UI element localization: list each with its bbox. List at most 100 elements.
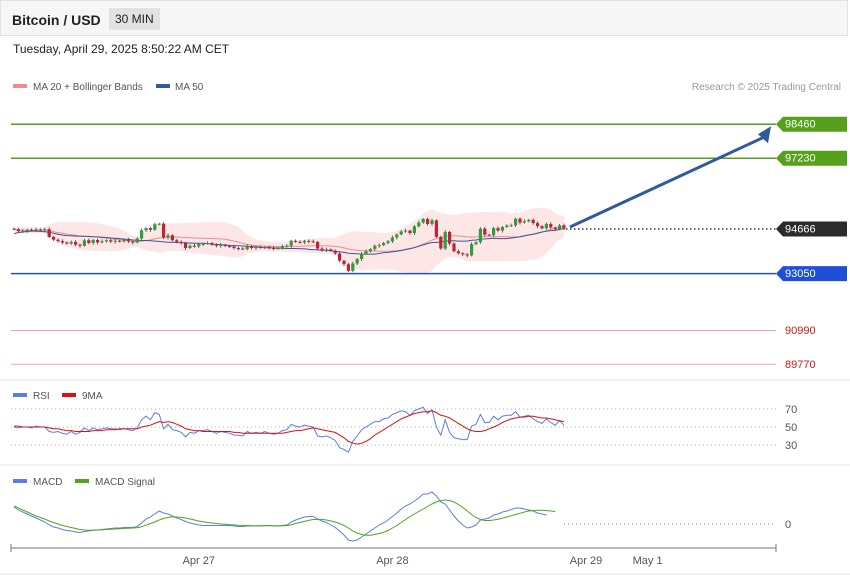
candle-down — [223, 244, 227, 247]
level-lines: 98460 97230 94666 93050 90990 89770 — [11, 116, 847, 371]
candle-up — [417, 222, 421, 227]
candle-down — [109, 240, 113, 242]
macd-panel: 0 — [13, 491, 791, 542]
candle-up — [373, 245, 377, 250]
rsi-ma-legend-swatch — [62, 393, 76, 397]
candle-down — [228, 246, 232, 248]
level-label: 94666 — [785, 224, 816, 236]
candle-down — [258, 247, 262, 249]
candle-up — [509, 225, 513, 227]
candle-down — [338, 253, 342, 261]
candle-down — [465, 254, 469, 256]
candle-down — [74, 241, 78, 245]
candle-up — [443, 231, 447, 249]
rsi-line — [13, 406, 565, 453]
macd-signal-legend-swatch — [75, 479, 89, 483]
candle-down — [184, 243, 188, 248]
candle-down — [553, 227, 557, 230]
candle-down — [175, 240, 179, 242]
candle-up — [527, 219, 531, 222]
candle-up — [474, 242, 478, 245]
level-label: 90990 — [785, 325, 816, 337]
candle-down — [131, 241, 135, 243]
level-label-box — [776, 266, 847, 282]
rsi-ma-legend-label: 9MA — [82, 391, 103, 402]
candle-down — [426, 218, 430, 224]
candle-up — [104, 240, 108, 242]
chart-datetime: Tuesday, April 29, 2025 8:50:22 AM CET — [13, 42, 230, 56]
candle-down — [549, 223, 553, 228]
candle-down — [448, 231, 452, 244]
candle-up — [144, 228, 148, 231]
candle-up — [430, 220, 434, 224]
level-label: 89770 — [785, 359, 816, 371]
candle-down — [320, 248, 324, 251]
candle-up — [21, 230, 25, 232]
x-tick-label: Apr 28 — [376, 555, 408, 567]
candle-up — [166, 235, 170, 238]
level-label: 98460 — [785, 119, 816, 131]
candle-down — [56, 239, 60, 242]
timeframe-button[interactable]: 30 MIN — [109, 8, 160, 30]
level-label: 93050 — [785, 268, 816, 280]
level-label-box — [776, 221, 847, 237]
moving-average-layer — [13, 226, 565, 255]
rsi-level-label: 70 — [785, 404, 797, 416]
ma50-legend-swatch — [156, 84, 170, 88]
macd-legend-label: MACD — [33, 477, 62, 488]
candle-up — [25, 229, 29, 231]
candle-down — [298, 241, 302, 243]
level-label: 97230 — [785, 153, 816, 165]
candle-down — [30, 229, 34, 231]
candle-down — [461, 253, 465, 255]
candle-down — [96, 239, 100, 243]
candle-down — [267, 246, 271, 248]
candle-down — [483, 228, 487, 235]
candle-up — [368, 249, 372, 252]
candle-down — [531, 219, 535, 224]
candle-up — [505, 225, 509, 227]
candle-up — [544, 223, 548, 229]
x-tick-label: May 1 — [633, 555, 663, 567]
candle-up — [302, 240, 306, 243]
candle-down — [232, 246, 236, 248]
candle-up — [289, 240, 293, 246]
candle-down — [329, 249, 333, 251]
candle-up — [470, 244, 474, 256]
candle-down — [236, 247, 240, 249]
candle-down — [540, 226, 544, 229]
candle-down — [162, 223, 166, 238]
candle-down — [333, 250, 337, 254]
rsi-panel: 70 50 30 — [11, 404, 797, 453]
candle-down — [179, 241, 183, 244]
candle-up — [382, 243, 386, 246]
candle-up — [386, 241, 390, 244]
candle-down — [38, 229, 42, 231]
candle-down — [346, 264, 350, 271]
candle-up — [478, 228, 482, 243]
candle-down — [192, 245, 196, 247]
candle-down — [118, 240, 122, 242]
candle-down — [408, 230, 412, 234]
candle-up — [377, 245, 381, 247]
candle-down — [65, 242, 69, 244]
candle-up — [140, 230, 144, 239]
candle-up — [206, 243, 210, 245]
rsi-legend-swatch — [13, 393, 27, 397]
candle-down — [210, 243, 214, 245]
candle-up — [82, 240, 86, 246]
candle-up — [514, 218, 518, 226]
candle-down — [148, 228, 152, 230]
candle-up — [135, 238, 139, 243]
candle-up — [43, 229, 47, 231]
candle-up — [276, 248, 280, 250]
candle-up — [395, 234, 399, 238]
chart-title: Bitcoin / USD — [12, 12, 101, 28]
forecast-arrow-layer — [569, 126, 771, 229]
candle-up — [188, 245, 192, 248]
candle-down — [307, 240, 311, 242]
candle-up — [412, 226, 416, 234]
candle-down — [311, 241, 315, 243]
bollinger-band — [14, 207, 564, 275]
